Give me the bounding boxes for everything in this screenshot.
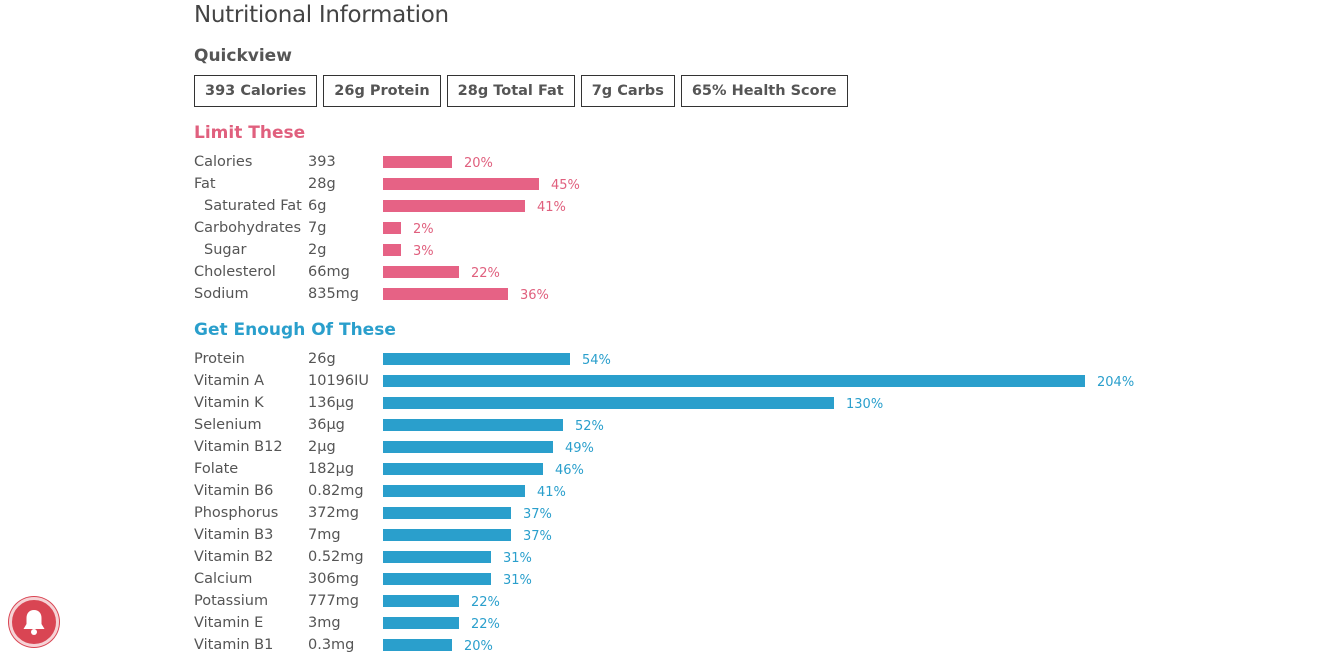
nutrient-name: Carbohydrates (194, 220, 302, 236)
nutrient-amount: 3mg (308, 615, 341, 631)
quickview-heading: Quickview (194, 46, 292, 66)
nutrient-name: Vitamin B6 (194, 483, 274, 499)
nutrient-name: Vitamin B12 (194, 439, 283, 455)
nutrient-percent: 31% (503, 573, 532, 588)
nutrient-bar (383, 244, 401, 256)
nutrient-bar (383, 507, 511, 519)
nutrient-amount: 182µg (308, 461, 355, 477)
nutrient-percent: 31% (503, 551, 532, 566)
nutrient-bar (383, 156, 452, 168)
nutrient-name: Cholesterol (194, 264, 276, 280)
nutrient-name: Fat (194, 176, 216, 192)
nutrient-name: Vitamin B2 (194, 549, 274, 565)
nutrient-name: Vitamin E (194, 615, 264, 631)
nutrient-bar (383, 485, 525, 497)
nutrient-percent: 52% (575, 419, 604, 434)
nutrient-percent: 130% (846, 397, 884, 412)
nutrient-amount: 6g (308, 198, 327, 214)
nutrient-percent: 22% (471, 266, 500, 281)
nutrient-amount: 7mg (308, 527, 341, 543)
nutrient-percent: 41% (537, 485, 566, 500)
nutrient-bar (383, 200, 525, 212)
nutrient-bar (383, 222, 401, 234)
nutrient-amount: 0.3mg (308, 637, 355, 653)
nutrient-amount: 306mg (308, 571, 360, 587)
nutrient-bar (383, 397, 834, 409)
nutrient-bar (383, 573, 491, 585)
nutrient-bar (383, 551, 491, 563)
page-title: Nutritional Information (194, 2, 449, 28)
nutrient-bar (383, 463, 543, 475)
nutrient-amount: 393 (308, 154, 336, 170)
nutrient-percent: 22% (471, 595, 500, 610)
nutrient-name: Calcium (194, 571, 253, 587)
nutrient-name: Vitamin A (194, 373, 265, 389)
nutrient-name: Saturated Fat (204, 198, 302, 214)
nutrient-bar (383, 266, 459, 278)
nutrient-percent: 49% (565, 441, 594, 456)
nutrient-name: Protein (194, 351, 245, 367)
limit-these-heading: Limit These (194, 123, 306, 143)
nutrient-name: Selenium (194, 417, 262, 433)
nutrient-percent: 204% (1097, 375, 1135, 390)
bell-icon (23, 610, 45, 635)
nutrient-bar (383, 288, 508, 300)
nutrient-name: Sodium (194, 286, 249, 302)
nutrient-bar (383, 639, 452, 651)
nutrient-amount: 36µg (308, 417, 345, 433)
nutrient-percent: 20% (464, 639, 493, 654)
nutrient-name: Vitamin B3 (194, 527, 274, 543)
nutrient-amount: 372mg (308, 505, 360, 521)
nutrient-bar (383, 178, 539, 190)
nutrient-bar (383, 375, 1085, 387)
nutrient-amount: 2µg (308, 439, 336, 455)
nutrient-name: Vitamin K (194, 395, 264, 411)
nutrient-amount: 28g (308, 176, 336, 192)
nutrient-name: Calories (194, 154, 253, 170)
nutrient-percent: 37% (523, 507, 552, 522)
nutrient-percent: 46% (555, 463, 584, 478)
quickview-health-score-badge: 65% Health Score (680, 75, 848, 107)
nutrient-percent: 41% (537, 200, 566, 215)
nutrient-name: Folate (194, 461, 239, 477)
nutrient-amount: 136µg (308, 395, 355, 411)
nutrient-bar (383, 595, 459, 607)
quickview-calories-badge: 393 Calories (194, 75, 318, 107)
quickview-badges: 393 Calories 26g Protein 28g Total Fat 7… (194, 75, 848, 107)
nutrient-amount: 26g (308, 351, 336, 367)
nutrient-name: Potassium (194, 593, 269, 609)
quickview-protein-badge: 26g Protein (323, 75, 441, 107)
nutrient-percent: 20% (464, 156, 493, 171)
nutrient-amount: 10196IU (308, 373, 370, 389)
notification-bell-button[interactable] (9, 597, 59, 647)
quickview-fat-badge: 28g Total Fat (446, 75, 575, 107)
nutrient-amount: 777mg (308, 593, 360, 609)
nutrient-bar (383, 441, 553, 453)
nutrient-name: Vitamin B1 (194, 637, 274, 653)
nutrient-percent: 36% (520, 288, 549, 303)
nutrient-name: Phosphorus (194, 505, 279, 521)
nutrient-percent: 22% (471, 617, 500, 632)
nutrient-amount: 0.82mg (308, 483, 364, 499)
nutrient-bar (383, 529, 511, 541)
get-enough-heading: Get Enough Of These (194, 320, 396, 340)
nutrient-name: Sugar (204, 242, 247, 258)
nutrient-amount: 835mg (308, 286, 360, 302)
nutrient-bar (383, 617, 459, 629)
nutrient-percent: 54% (582, 353, 611, 368)
nutrient-amount: 2g (308, 242, 327, 258)
nutrient-amount: 66mg (308, 264, 350, 280)
quickview-carbs-badge: 7g Carbs (580, 75, 675, 107)
nutrient-bar (383, 353, 570, 365)
nutrient-amount: 7g (308, 220, 327, 236)
nutrient-percent: 3% (413, 244, 434, 259)
nutrient-bar (383, 419, 563, 431)
nutrient-percent: 2% (413, 222, 434, 237)
nutrient-percent: 45% (551, 178, 580, 193)
nutrient-percent: 37% (523, 529, 552, 544)
nutrient-amount: 0.52mg (308, 549, 364, 565)
